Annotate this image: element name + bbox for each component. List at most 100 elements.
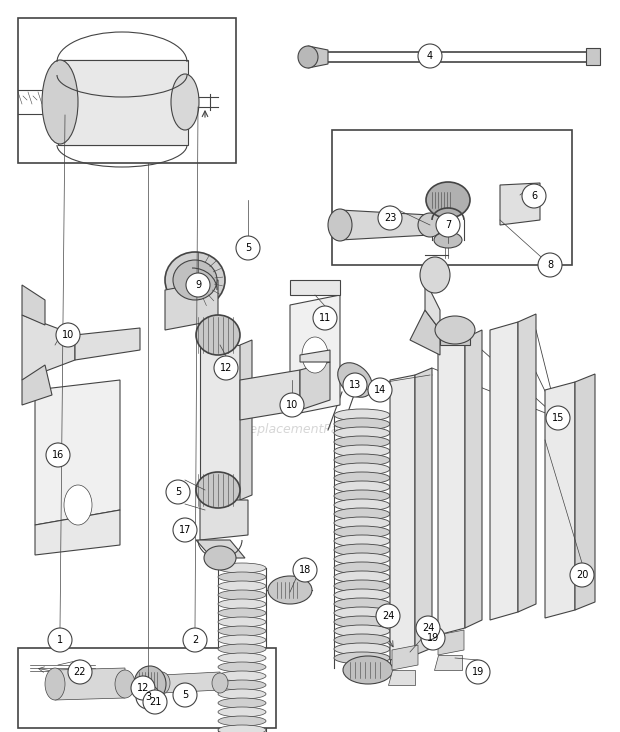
Text: 18: 18	[299, 565, 311, 575]
Polygon shape	[35, 510, 120, 555]
Ellipse shape	[302, 337, 328, 373]
Circle shape	[293, 558, 317, 582]
Text: 5: 5	[175, 487, 181, 497]
Ellipse shape	[218, 590, 266, 600]
Ellipse shape	[328, 209, 352, 241]
Ellipse shape	[334, 544, 390, 556]
Ellipse shape	[218, 599, 266, 609]
Text: 2: 2	[192, 635, 198, 645]
Polygon shape	[240, 340, 252, 500]
Ellipse shape	[334, 472, 390, 484]
Ellipse shape	[334, 454, 390, 466]
Text: 19: 19	[427, 633, 439, 643]
Ellipse shape	[134, 666, 166, 702]
Ellipse shape	[196, 315, 240, 355]
Ellipse shape	[334, 418, 390, 430]
Polygon shape	[518, 314, 536, 612]
Ellipse shape	[334, 517, 390, 529]
Circle shape	[436, 213, 460, 237]
Text: 15: 15	[552, 413, 564, 423]
Ellipse shape	[218, 563, 266, 573]
Text: 5: 5	[245, 243, 251, 253]
Ellipse shape	[334, 580, 390, 592]
Text: 1: 1	[57, 635, 63, 645]
Text: 24: 24	[422, 623, 434, 633]
Polygon shape	[240, 370, 300, 420]
Ellipse shape	[218, 698, 266, 708]
Polygon shape	[300, 362, 330, 410]
Bar	[18, 18, 236, 163]
Text: 9: 9	[195, 280, 201, 290]
Text: 8: 8	[547, 260, 553, 270]
Polygon shape	[425, 280, 440, 330]
Polygon shape	[55, 668, 125, 700]
Circle shape	[68, 660, 92, 684]
Circle shape	[313, 306, 337, 330]
Ellipse shape	[204, 546, 236, 570]
Polygon shape	[200, 500, 248, 540]
Ellipse shape	[343, 656, 393, 684]
Polygon shape	[575, 374, 595, 610]
Text: 21: 21	[149, 697, 161, 707]
Bar	[58, 60, 188, 145]
Ellipse shape	[173, 260, 217, 300]
Polygon shape	[308, 46, 328, 68]
Bar	[332, 130, 572, 265]
Circle shape	[214, 356, 238, 380]
Ellipse shape	[334, 607, 390, 619]
Ellipse shape	[154, 672, 170, 694]
Ellipse shape	[334, 499, 390, 511]
Circle shape	[522, 184, 546, 208]
Circle shape	[368, 378, 392, 402]
Polygon shape	[340, 210, 430, 240]
Ellipse shape	[334, 625, 390, 637]
Circle shape	[131, 676, 155, 700]
Ellipse shape	[334, 436, 390, 448]
Ellipse shape	[334, 589, 390, 601]
Circle shape	[183, 628, 207, 652]
Ellipse shape	[334, 445, 390, 457]
Circle shape	[376, 604, 400, 628]
Ellipse shape	[218, 716, 266, 726]
Circle shape	[418, 44, 442, 68]
Polygon shape	[438, 338, 465, 635]
Ellipse shape	[218, 662, 266, 672]
Text: 5: 5	[182, 690, 188, 700]
Polygon shape	[500, 183, 540, 225]
Circle shape	[236, 236, 260, 260]
Ellipse shape	[334, 571, 390, 583]
Polygon shape	[75, 328, 140, 360]
Ellipse shape	[334, 598, 390, 610]
Circle shape	[48, 628, 72, 652]
Polygon shape	[490, 322, 518, 620]
Ellipse shape	[45, 668, 65, 700]
Ellipse shape	[334, 427, 390, 439]
Ellipse shape	[218, 581, 266, 591]
Polygon shape	[22, 285, 45, 325]
Ellipse shape	[218, 572, 266, 582]
Ellipse shape	[334, 526, 390, 538]
Ellipse shape	[218, 680, 266, 690]
Text: 12: 12	[220, 363, 232, 373]
Ellipse shape	[334, 535, 390, 547]
Polygon shape	[465, 330, 482, 628]
Polygon shape	[165, 280, 218, 330]
Polygon shape	[545, 382, 575, 618]
Ellipse shape	[434, 232, 462, 248]
Polygon shape	[290, 280, 340, 295]
Polygon shape	[388, 670, 415, 685]
Ellipse shape	[334, 553, 390, 565]
Ellipse shape	[196, 472, 240, 508]
Polygon shape	[22, 365, 52, 405]
Polygon shape	[22, 315, 75, 380]
Bar	[586, 48, 600, 65]
Ellipse shape	[218, 626, 266, 636]
Text: 17: 17	[179, 525, 191, 535]
Text: 12: 12	[137, 683, 149, 693]
Ellipse shape	[334, 481, 390, 493]
Ellipse shape	[218, 671, 266, 681]
Polygon shape	[434, 655, 462, 670]
Text: 24: 24	[382, 611, 394, 621]
Text: 23: 23	[384, 213, 396, 223]
Text: 13: 13	[349, 380, 361, 390]
